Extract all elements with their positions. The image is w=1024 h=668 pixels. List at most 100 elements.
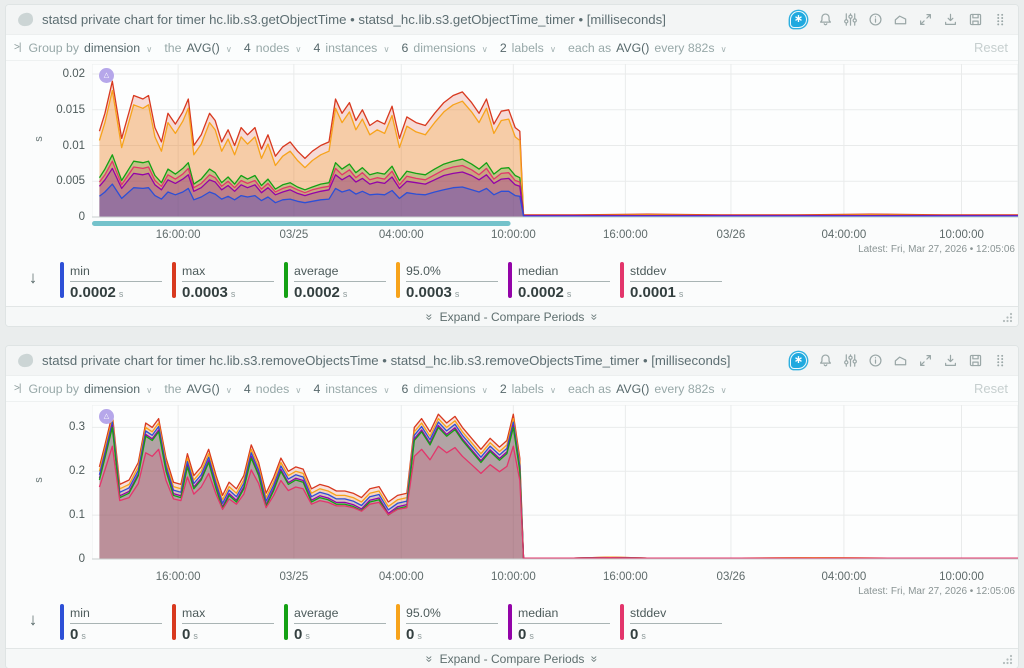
assistant-icon[interactable]: ∗ (791, 12, 806, 27)
collapse-toolbar-icon[interactable]: >| (14, 383, 22, 394)
groupby-option[interactable]: 2 (499, 40, 507, 55)
groupby-option[interactable]: 6 (401, 40, 409, 55)
legend-item-median[interactable]: median 0 s (508, 604, 620, 643)
groupby-option[interactable]: dimensions (413, 40, 476, 55)
groupby-option[interactable]: 4 (313, 381, 321, 396)
dimensions-sort-icon[interactable]: ↓ (28, 610, 38, 629)
save-snapshot-icon[interactable] (967, 12, 983, 28)
legend-color-bar (620, 604, 624, 640)
chart-type-selector-icon[interactable] (892, 12, 908, 28)
groupby-option[interactable]: labels (511, 381, 544, 396)
groupby-option[interactable]: AVG() (186, 381, 220, 396)
groupby-option[interactable]: 6 (401, 381, 409, 396)
groupby-option[interactable]: dimension (84, 381, 141, 396)
filter-sliders-icon[interactable] (842, 353, 858, 369)
groupby-option[interactable]: nodes (255, 381, 290, 396)
groupby-option[interactable]: 4 (313, 40, 321, 55)
groupby-option[interactable]: each as (568, 40, 612, 55)
legend-item-head: stddev (630, 604, 722, 624)
chevron-down-icon[interactable]: ∨ (225, 43, 232, 54)
groupby-option[interactable]: Group by (28, 381, 80, 396)
legend-color-bar (508, 604, 512, 640)
area-chart-plot[interactable] (92, 405, 1018, 570)
groupby-option[interactable]: every 882s (654, 40, 715, 55)
groupby-option[interactable]: dimension (84, 40, 141, 55)
anomaly-detection-icon[interactable]: △ (99, 409, 114, 424)
resize-grip-icon[interactable] (1002, 312, 1013, 323)
information-icon[interactable] (867, 12, 883, 28)
chevron-down-icon[interactable]: ∨ (383, 43, 390, 54)
legend-item-stddev[interactable]: stddev 0.0001 s (620, 262, 732, 301)
groupby-option[interactable]: every 882s (654, 381, 715, 396)
legend-item-95.0[interactable]: 95.0% 0 s (396, 604, 508, 643)
fullscreen-expand-icon[interactable] (917, 12, 933, 28)
chevron-down-icon[interactable]: ∨ (295, 43, 302, 54)
chevron-down-icon[interactable]: ∨ (549, 384, 557, 395)
chevron-down-icon[interactable]: ∨ (481, 43, 488, 54)
legend-item-average[interactable]: average 0.0002 s (284, 262, 396, 301)
legend-item-max[interactable]: max 0 s (172, 604, 284, 643)
area-chart-plot[interactable] (92, 64, 1018, 228)
legend-item-median[interactable]: median 0.0002 s (508, 262, 620, 301)
chevron-down-icon[interactable]: ∨ (383, 384, 390, 395)
groupby-option[interactable]: each as (568, 381, 612, 396)
dimensions-sort-icon[interactable]: ↓ (28, 268, 38, 287)
alerts-bell-icon[interactable] (817, 12, 833, 28)
x-axis-tick-label: 04:00:00 (378, 229, 424, 241)
chevron-down-icon[interactable]: ∨ (295, 384, 302, 395)
legend-item-max[interactable]: max 0.0003 s (172, 262, 284, 301)
chart-type-selector-icon[interactable] (892, 353, 908, 369)
expand-compare-bar[interactable]: » Expand - Compare Periods » (6, 648, 1018, 668)
groupby-option[interactable]: 4 (243, 381, 251, 396)
groupby-option[interactable]: instances (325, 40, 378, 55)
groupby-option[interactable]: 4 (243, 40, 251, 55)
groupby-option[interactable]: 2 (499, 381, 507, 396)
chevron-down-icon[interactable]: ∨ (549, 43, 557, 54)
chevron-down-icon[interactable]: ∨ (481, 384, 488, 395)
information-icon[interactable] (867, 353, 883, 369)
legend-item-stddev[interactable]: stddev 0 s (620, 604, 732, 643)
legend-item-average[interactable]: average 0 s (284, 604, 396, 643)
drag-handle-icon[interactable] (992, 12, 1008, 28)
groupby-option[interactable]: nodes (255, 40, 290, 55)
collapse-toolbar-icon[interactable]: >| (14, 42, 22, 53)
save-snapshot-icon[interactable] (967, 353, 983, 369)
legend-item-head: median (518, 262, 610, 282)
groupby-option[interactable]: the (164, 381, 182, 396)
legend-item-min[interactable]: min 0.0002 s (60, 262, 172, 301)
fullscreen-expand-icon[interactable] (917, 353, 933, 369)
legend-item-body: 95.0% 0 s (406, 604, 508, 643)
chevron-down-icon[interactable]: ∨ (146, 384, 153, 395)
groupby-option[interactable]: the (164, 40, 182, 55)
resize-grip-icon[interactable] (1002, 654, 1013, 665)
chevron-down-icon[interactable]: ∨ (225, 384, 232, 395)
reset-button[interactable]: Reset (974, 40, 1008, 55)
groupby-option[interactable]: labels (511, 40, 544, 55)
expand-compare-bar[interactable]: » Expand - Compare Periods » (6, 306, 1018, 326)
y-axis-tick-label: 0.3 (69, 421, 85, 434)
drag-handle-icon[interactable] (992, 353, 1008, 369)
anomaly-detection-icon[interactable]: △ (99, 68, 114, 83)
download-icon[interactable] (942, 353, 958, 369)
reset-button[interactable]: Reset (974, 381, 1008, 396)
groupby-option[interactable]: AVG() (616, 381, 650, 396)
groupby-option[interactable]: AVG() (186, 40, 220, 55)
legend-value-number: 0.0002 (518, 284, 564, 301)
filter-sliders-icon[interactable] (842, 12, 858, 28)
plot-column: △ 16:00:00 03/25 04:00:00 10:00:00 16:00:00 0… (92, 405, 1018, 599)
chevron-down-icon[interactable]: ∨ (720, 384, 727, 395)
legend-item-95.0[interactable]: 95.0% 0.0003 s (396, 262, 508, 301)
assistant-icon[interactable]: ∗ (791, 353, 806, 368)
groupby-option[interactable]: instances (325, 381, 378, 396)
chevron-down-icon[interactable]: ∨ (720, 43, 727, 54)
legend-color-bar (284, 262, 288, 298)
legend-value-unit: s (417, 631, 422, 641)
legend-item-min[interactable]: min 0 s (60, 604, 172, 643)
groupby-option[interactable]: AVG() (616, 40, 650, 55)
download-icon[interactable] (942, 12, 958, 28)
chevron-down-icon[interactable]: ∨ (146, 43, 153, 54)
groupby-option[interactable]: dimensions (413, 381, 476, 396)
groupby-option[interactable]: Group by (28, 40, 80, 55)
alerts-bell-icon[interactable] (817, 353, 833, 369)
legend-item-body: max 0.0003 s (182, 262, 284, 301)
